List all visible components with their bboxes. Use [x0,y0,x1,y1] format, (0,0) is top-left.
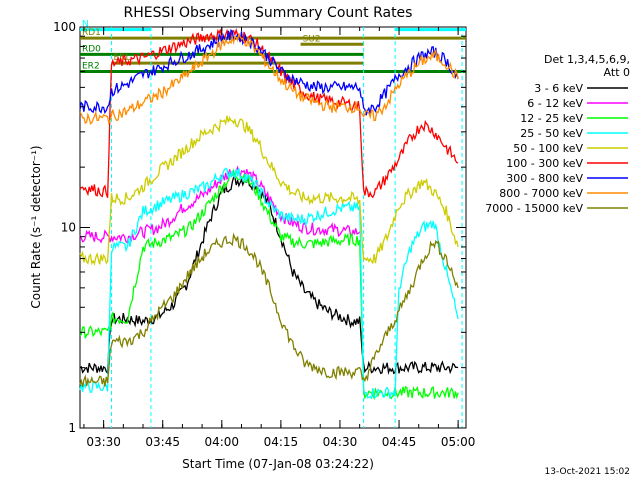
plot-frame [79,26,467,429]
x-axis-label: Start Time (07-Jan-08 03:24:22) [182,457,374,471]
y-axis-label: Count Rate (s⁻¹ detector⁻¹) [29,145,43,308]
flag-label: RD0 [82,44,101,54]
chart-title: RHESSI Observing Summary Count Rates [124,5,413,21]
x-tick-label: 04:45 [382,435,417,449]
y-tick-label: 10 [61,221,76,235]
y-tick-label: 1 [68,421,76,435]
legend-entry-label: 7000 - 15000 keV [485,202,583,215]
series-line-2 [79,165,361,244]
x-tick-label: 04:30 [323,435,358,449]
x-tick-label: 03:45 [145,435,180,449]
flag-label: ER2 [82,61,100,71]
legend-entry-label: 6 - 12 keV [527,97,583,110]
series-line-5 [79,115,459,266]
legend-entry-label: 50 - 100 keV [513,142,583,155]
flag-label: RD1 [82,28,101,38]
legend-entry-label: 300 - 800 keV [506,172,583,185]
flag-label: ERL [114,53,131,63]
plot-border [79,26,467,429]
legend-header: Det 1,3,4,5,6,9, [544,53,630,66]
ticks-group: 1 10 100 03:30 03:45 04:00 04:15 04:30 04:45 05:0… [53,20,475,449]
y-tick-label: 100 [53,20,76,34]
x-tick-label: 04:15 [264,435,299,449]
x-tick-label: 03:30 [86,435,121,449]
footer-timestamp: 13-Oct-2021 15:02 [545,467,630,477]
legend-entry-label: 800 - 7000 keV [499,187,583,200]
vlines-group [111,27,463,428]
legend-entry-label: 12 - 25 keV [520,112,583,125]
legend-entry-label: 25 - 50 keV [520,127,583,140]
x-tick-label: 05:00 [441,435,476,449]
series-line-8 [79,32,459,126]
series-line-7 [79,29,459,116]
series-line-6 [79,27,459,199]
series-line-4 [79,167,459,400]
legend-entry-label: 3 - 6 keV [534,82,583,95]
flag-label: N [82,20,89,30]
x-tick-label: 04:00 [204,435,239,449]
legend-entry-label: 100 - 300 keV [506,157,583,170]
legend-header: Att 0 [604,66,630,79]
flag-label: SU2 [303,34,321,44]
legend: Det 1,3,4,5,6,9,Att 0 3 - 6 keV 6 - 12 keV… [485,53,630,215]
series-group [79,27,459,401]
series-line-9 [79,232,459,387]
